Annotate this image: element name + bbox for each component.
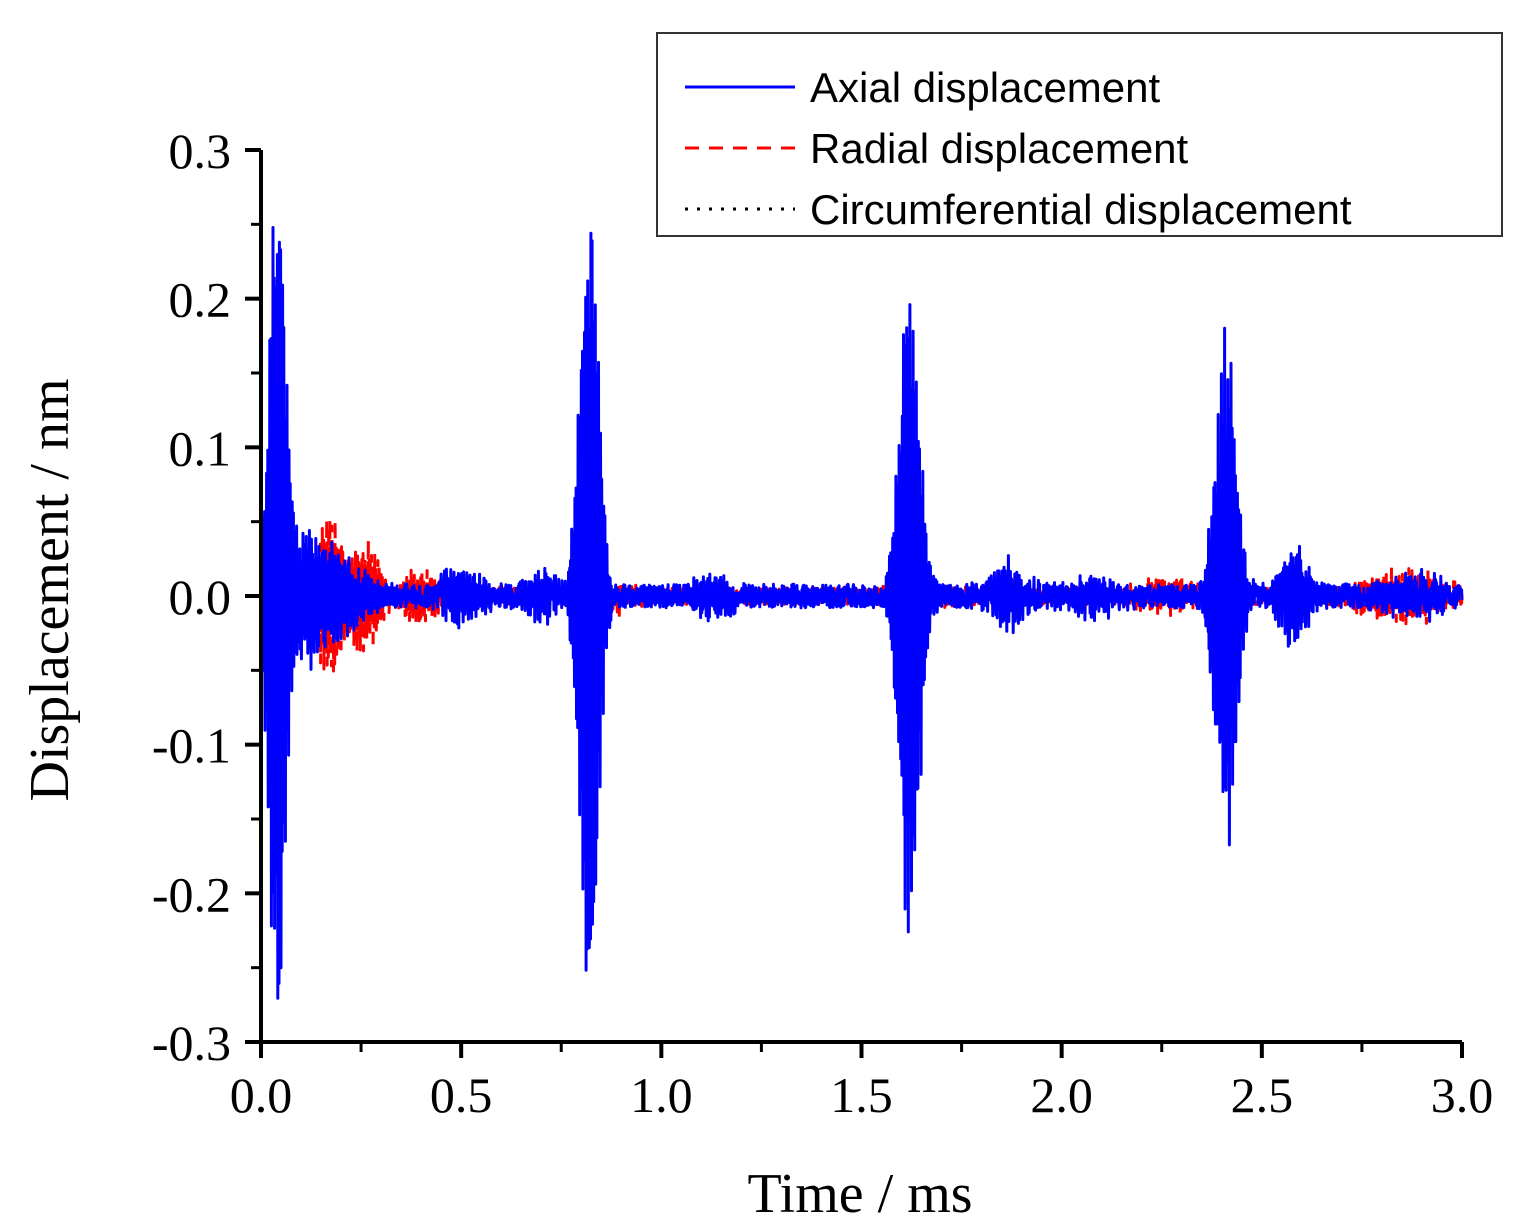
series-line-axial-displacement	[259, 226, 1464, 1000]
x-tick-label-4: 2.0	[1030, 1067, 1093, 1123]
x-axis-title: Time / ms	[747, 1163, 972, 1225]
y-axis-title: Displacement / nm	[19, 378, 81, 801]
legend-label-axial: Axial displacement	[810, 64, 1161, 111]
y-tick-label-5: 0.2	[169, 272, 232, 328]
y-tick-label-6: 0.3	[169, 123, 232, 179]
x-ticks	[259, 1042, 1464, 1058]
y-tick-label-2: -0.1	[152, 718, 231, 774]
y-tick-label-1: -0.2	[152, 866, 231, 922]
x-tick-label-3: 1.5	[830, 1067, 893, 1123]
y-tick-label-0: -0.3	[152, 1015, 231, 1071]
y-tick-label-3: 0.0	[169, 569, 232, 625]
legend-label-circumferential: Circumferential displacement	[810, 186, 1352, 233]
y-tick-labels: -0.3 -0.2 -0.1 0.0 0.1 0.2 0.3	[152, 123, 231, 1071]
x-tick-labels: 0.0 0.5 1.0 1.5 2.0 2.5 3.0	[230, 1067, 1494, 1123]
x-tick-label-5: 2.5	[1231, 1067, 1294, 1123]
x-tick-label-2: 1.0	[630, 1067, 693, 1123]
legend-label-radial: Radial displacement	[810, 125, 1189, 172]
legend: Axial displacement Radial displacement C…	[656, 32, 1503, 237]
x-tick-label-6: 3.0	[1431, 1067, 1494, 1123]
legend-box	[656, 32, 1503, 237]
y-ticks	[245, 148, 261, 1044]
y-tick-label-4: 0.1	[169, 420, 232, 476]
x-tick-label-0: 0.0	[230, 1067, 293, 1123]
series-layer	[259, 226, 1464, 1000]
x-tick-label-1: 0.5	[430, 1067, 493, 1123]
